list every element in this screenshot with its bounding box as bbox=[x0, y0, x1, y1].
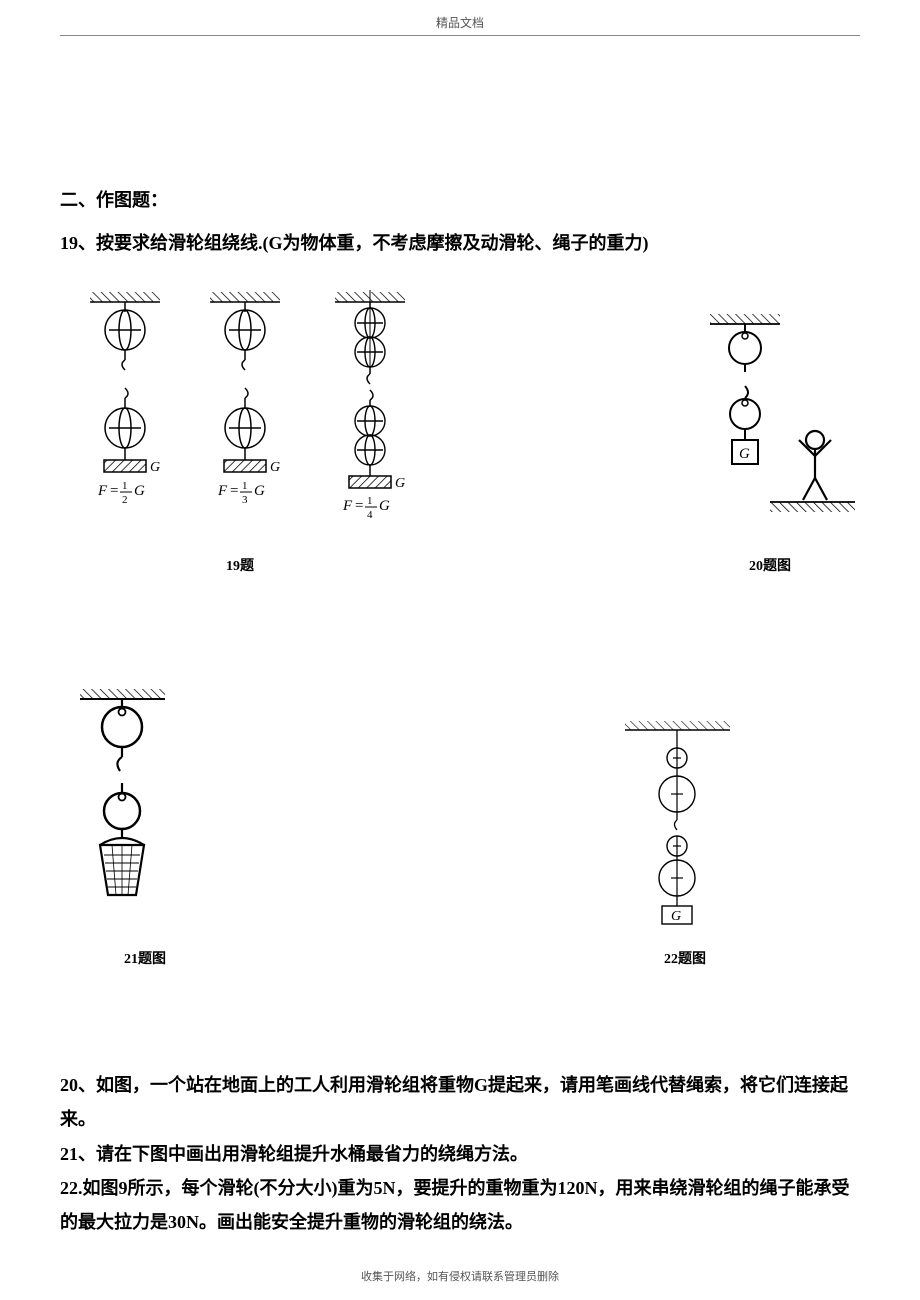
svg-text:1: 1 bbox=[242, 480, 248, 492]
q20-g-label: G bbox=[739, 446, 750, 462]
figure-22-caption: 22题图 bbox=[610, 948, 760, 968]
svg-text:2: 2 bbox=[122, 494, 128, 506]
svg-text:F: F bbox=[342, 498, 353, 514]
figure-22: G 22题图 bbox=[610, 718, 760, 968]
page-footer: 收集于网络，如有侵权请联系管理员删除 bbox=[0, 1268, 920, 1284]
q19-g-label-b: G bbox=[270, 460, 280, 475]
q22-g-label: G bbox=[671, 909, 681, 924]
svg-text:=: = bbox=[230, 483, 238, 499]
figure-21: 21题图 bbox=[70, 685, 220, 968]
svg-text:F: F bbox=[217, 483, 228, 499]
svg-text:3: 3 bbox=[242, 494, 248, 506]
svg-text:1: 1 bbox=[367, 495, 373, 507]
figure-21-svg bbox=[70, 685, 220, 915]
q21-text: 21、请在下图中画出用滑轮组提升水桶最省力的绕绳方法。 bbox=[60, 1137, 860, 1171]
figure-19-caption: 19题 bbox=[60, 555, 420, 575]
q20-text: 20、如图，一个站在地面上的工人利用滑轮组将重物G提起来，请用笔画线代替绳索，将… bbox=[60, 1068, 860, 1136]
figure-22-svg: G bbox=[610, 718, 760, 933]
figure-20-caption: 20题图 bbox=[680, 555, 860, 575]
q19-g-label-c: G bbox=[395, 476, 405, 491]
figure-20: G 20题图 bbox=[680, 310, 860, 575]
q22-text: 22.如图9所示，每个滑轮(不分大小)重为5N，要提升的重物重为120N，用来串… bbox=[60, 1171, 860, 1239]
q19-g-label-a: G bbox=[150, 460, 160, 475]
svg-text:=: = bbox=[110, 483, 118, 499]
svg-text:1: 1 bbox=[122, 480, 128, 492]
page-header-watermark: 精品文档 bbox=[60, 0, 860, 36]
svg-text:G: G bbox=[254, 483, 265, 499]
svg-text:G: G bbox=[134, 483, 145, 499]
q19-prompt: 19、按要求给滑轮组绕线.(G为物体重，不考虑摩擦及动滑轮、绳子的重力) bbox=[60, 226, 860, 260]
section-title: 二、作图题： bbox=[60, 186, 860, 212]
svg-text:=: = bbox=[355, 498, 363, 514]
figure-21-caption: 21题图 bbox=[70, 948, 220, 968]
figure-20-svg: G bbox=[680, 310, 860, 540]
svg-text:G: G bbox=[379, 498, 390, 514]
svg-text:F: F bbox=[97, 483, 108, 499]
svg-text:4: 4 bbox=[367, 509, 373, 521]
figure-19: G F = 1 2 G bbox=[60, 290, 420, 575]
figure-19-svg: G F = 1 2 G bbox=[60, 290, 420, 540]
